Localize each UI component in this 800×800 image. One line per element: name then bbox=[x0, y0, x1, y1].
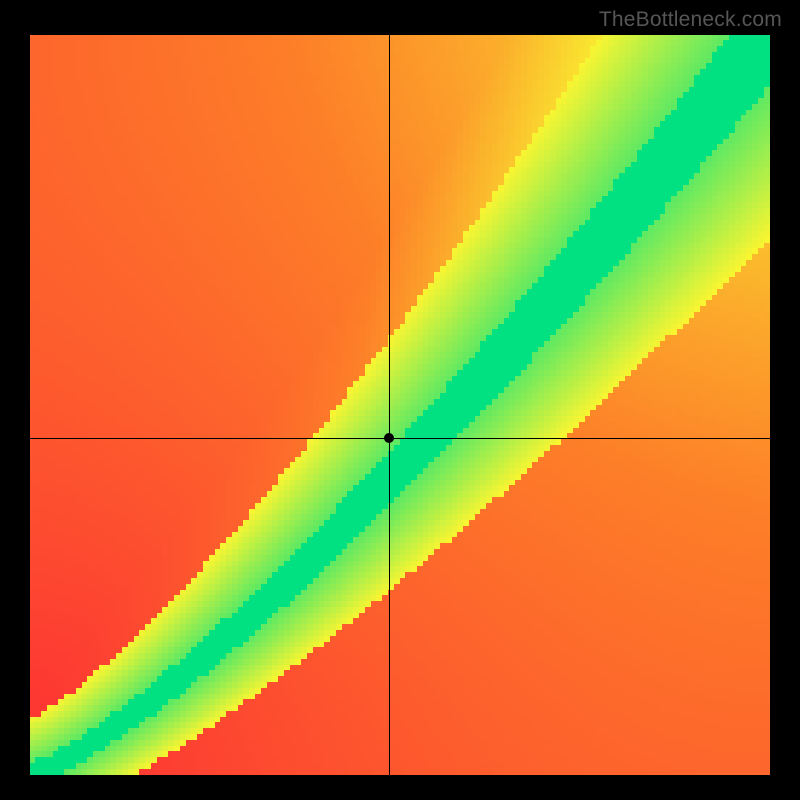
heatmap-canvas bbox=[30, 35, 770, 775]
watermark-text: TheBottleneck.com bbox=[599, 8, 782, 32]
crosshair-horizontal bbox=[30, 438, 770, 439]
marker-dot bbox=[384, 433, 394, 443]
plot-area bbox=[30, 35, 770, 775]
chart-container: TheBottleneck.com bbox=[0, 0, 800, 800]
crosshair-vertical bbox=[389, 35, 390, 775]
